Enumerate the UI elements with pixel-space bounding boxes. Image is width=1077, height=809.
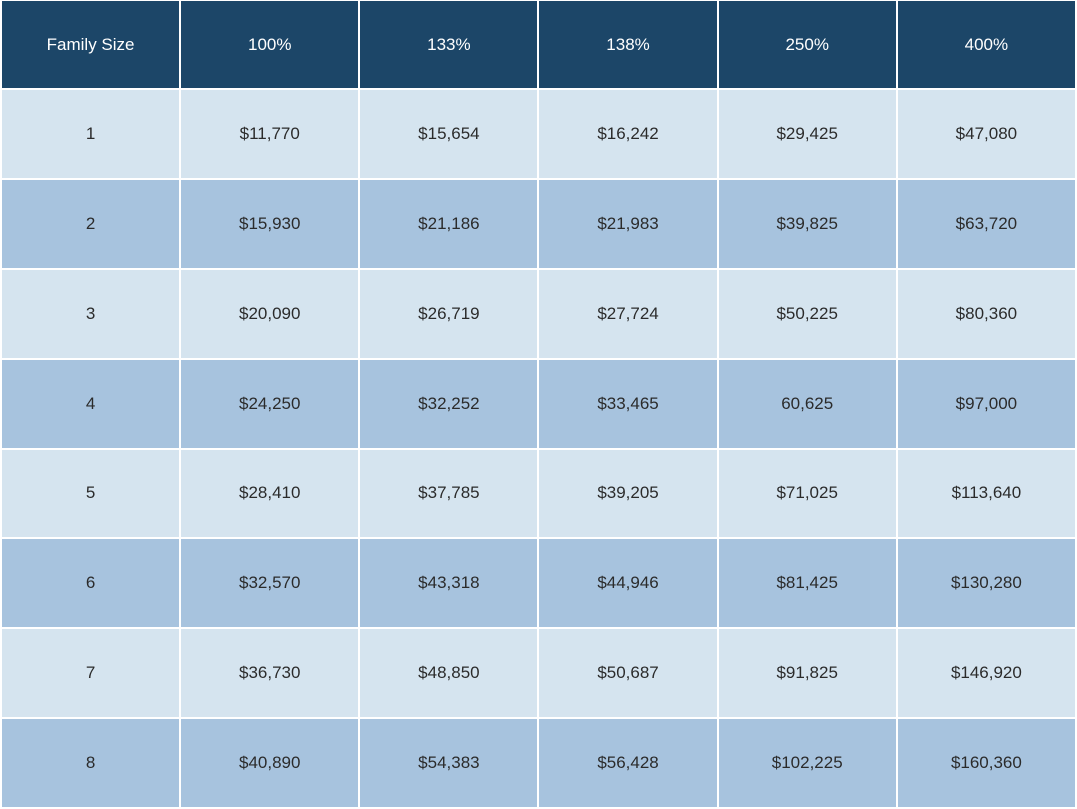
header-133-percent: 133% [360,1,538,88]
table-body: 1 $11,770 $15,654 $16,242 $29,425 $47,08… [2,90,1075,807]
cell-250-percent: $71,025 [718,449,896,538]
cell-133-percent: $32,252 [360,359,538,448]
cell-250-percent: $102,225 [718,719,896,807]
cell-400-percent: $63,720 [897,179,1075,268]
cell-138-percent: $50,687 [539,629,717,718]
cell-100-percent: $36,730 [181,629,359,718]
cell-138-percent: $16,242 [539,90,717,178]
cell-138-percent: $44,946 [539,539,717,628]
cell-138-percent: $33,465 [539,359,717,448]
table-row: 6 $32,570 $43,318 $44,946 $81,425 $130,2… [2,539,1075,628]
cell-138-percent: $39,205 [539,449,717,538]
cell-400-percent: $160,360 [897,719,1075,807]
header-138-percent: 138% [539,1,717,88]
header-family-size: Family Size [2,1,180,88]
cell-133-percent: $26,719 [360,269,538,358]
cell-133-percent: $43,318 [360,539,538,628]
cell-100-percent: $24,250 [181,359,359,448]
table-row: 1 $11,770 $15,654 $16,242 $29,425 $47,08… [2,90,1075,178]
cell-400-percent: $97,000 [897,359,1075,448]
table-row: 2 $15,930 $21,186 $21,983 $39,825 $63,72… [2,179,1075,268]
cell-family-size: 4 [2,359,180,448]
table-header: Family Size 100% 133% 138% 250% 400% [2,1,1075,88]
table-row: 7 $36,730 $48,850 $50,687 $91,825 $146,9… [2,629,1075,718]
cell-100-percent: $40,890 [181,719,359,807]
cell-family-size: 1 [2,90,180,178]
cell-family-size: 3 [2,269,180,358]
cell-family-size: 5 [2,449,180,538]
cell-133-percent: $21,186 [360,179,538,268]
cell-100-percent: $15,930 [181,179,359,268]
cell-250-percent: $29,425 [718,90,896,178]
table-row: 3 $20,090 $26,719 $27,724 $50,225 $80,36… [2,269,1075,358]
cell-250-percent: $81,425 [718,539,896,628]
cell-family-size: 2 [2,179,180,268]
header-250-percent: 250% [718,1,896,88]
cell-100-percent: $20,090 [181,269,359,358]
cell-400-percent: $80,360 [897,269,1075,358]
header-100-percent: 100% [181,1,359,88]
table-row: 4 $24,250 $32,252 $33,465 60,625 $97,000 [2,359,1075,448]
cell-400-percent: $130,280 [897,539,1075,628]
cell-400-percent: $47,080 [897,90,1075,178]
cell-133-percent: $48,850 [360,629,538,718]
cell-250-percent: $39,825 [718,179,896,268]
table-row: 5 $28,410 $37,785 $39,205 $71,025 $113,6… [2,449,1075,538]
header-400-percent: 400% [897,1,1075,88]
cell-138-percent: $27,724 [539,269,717,358]
cell-family-size: 8 [2,719,180,807]
cell-250-percent: $50,225 [718,269,896,358]
cell-133-percent: $37,785 [360,449,538,538]
cell-400-percent: $146,920 [897,629,1075,718]
cell-family-size: 6 [2,539,180,628]
header-row: Family Size 100% 133% 138% 250% 400% [2,1,1075,88]
table-row: 8 $40,890 $54,383 $56,428 $102,225 $160,… [2,719,1075,807]
cell-family-size: 7 [2,629,180,718]
cell-138-percent: $21,983 [539,179,717,268]
cell-133-percent: $15,654 [360,90,538,178]
cell-100-percent: $32,570 [181,539,359,628]
cell-100-percent: $28,410 [181,449,359,538]
cell-100-percent: $11,770 [181,90,359,178]
cell-250-percent: $91,825 [718,629,896,718]
cell-138-percent: $56,428 [539,719,717,807]
cell-133-percent: $54,383 [360,719,538,807]
cell-400-percent: $113,640 [897,449,1075,538]
cell-250-percent: 60,625 [718,359,896,448]
